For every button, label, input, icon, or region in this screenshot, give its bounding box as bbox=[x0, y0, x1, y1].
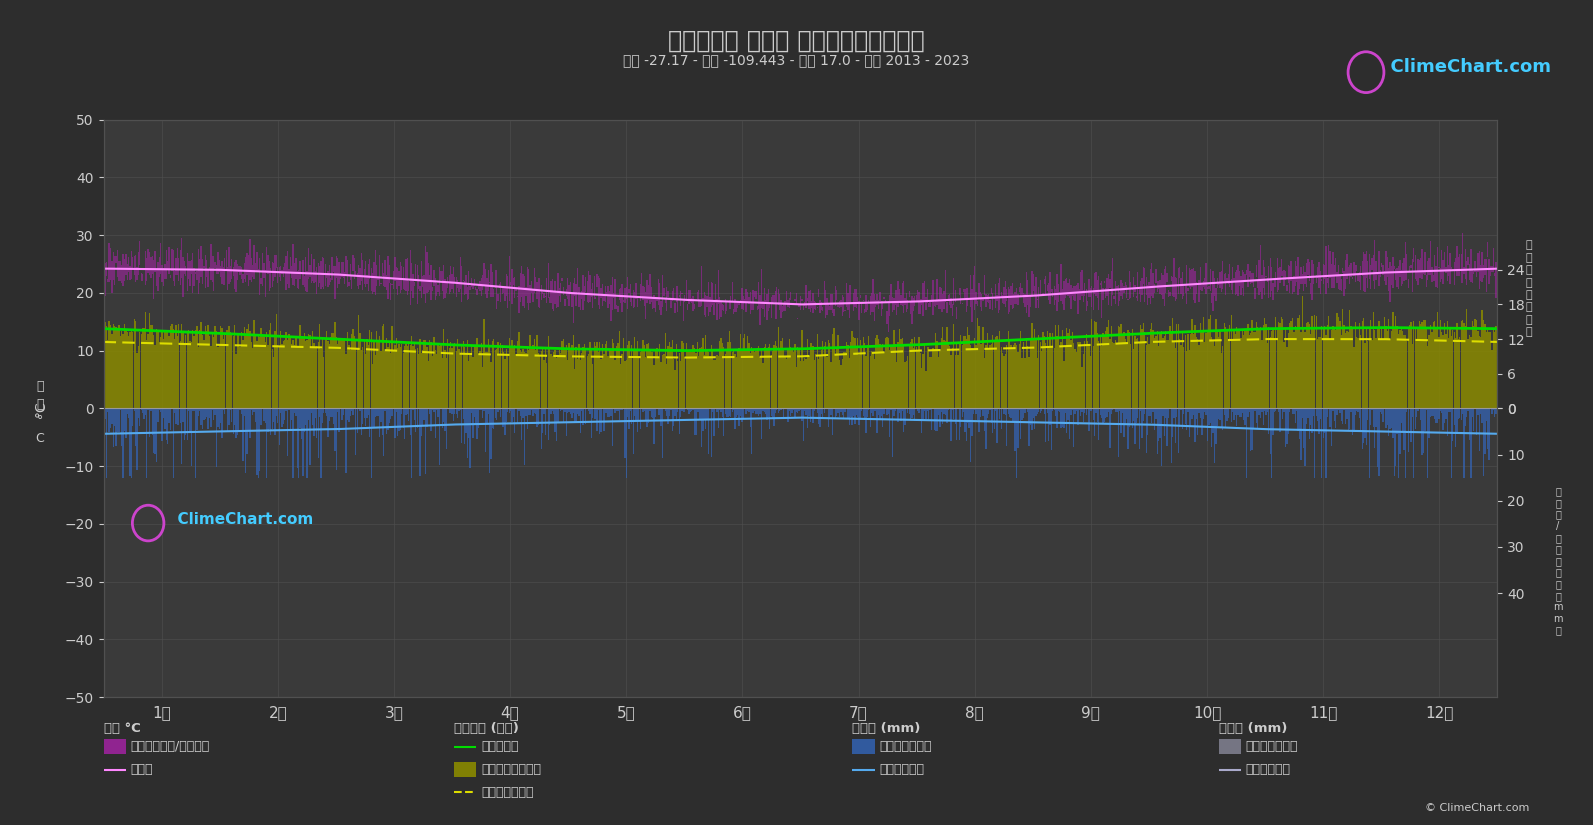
Text: 降雨量 (mm): 降雨量 (mm) bbox=[852, 722, 921, 735]
Text: 月平均: 月平均 bbox=[131, 763, 153, 776]
Text: 日照時間 (時間): 日照時間 (時間) bbox=[454, 722, 519, 735]
Text: © ClimeChart.com: © ClimeChart.com bbox=[1424, 803, 1529, 813]
Text: 月平均日照時間: 月平均日照時間 bbox=[481, 785, 534, 799]
Text: 日ごとの降雨量: 日ごとの降雨量 bbox=[879, 740, 932, 753]
Text: °C: °C bbox=[33, 400, 48, 417]
Text: 日ごとの降雪量: 日ごとの降雪量 bbox=[1246, 740, 1298, 753]
Text: 気
温
°
C: 気 温 ° C bbox=[35, 380, 45, 445]
Text: 気温 °C: 気温 °C bbox=[104, 722, 140, 735]
Text: 気候グラフ ハンガ ロア、イースター島: 気候グラフ ハンガ ロア、イースター島 bbox=[667, 29, 926, 53]
Text: 日中の時間: 日中の時間 bbox=[481, 740, 519, 753]
Text: 降雪量 (mm): 降雪量 (mm) bbox=[1219, 722, 1287, 735]
Text: 緯度 -27.17 - 経度 -109.443 - 標高 17.0 - 期間 2013 - 2023: 緯度 -27.17 - 経度 -109.443 - 標高 17.0 - 期間 2… bbox=[623, 54, 970, 68]
Text: 日ごとの最小/最大範囲: 日ごとの最小/最大範囲 bbox=[131, 740, 210, 753]
Text: 日ごとの日照時間: 日ごとの日照時間 bbox=[481, 763, 542, 776]
Text: 降
雪
量
/
最
大
降
雪
量
（
m
m
）: 降 雪 量 / 最 大 降 雪 量 （ m m ） bbox=[1553, 487, 1563, 635]
Text: 月平均降雨量: 月平均降雨量 bbox=[879, 763, 924, 776]
Text: ClimeChart.com: ClimeChart.com bbox=[167, 512, 314, 526]
Text: 日
照
時
間
（
時
間
）: 日 照 時 間 （ 時 間 ） bbox=[1526, 240, 1532, 337]
Text: 月平均降雪量: 月平均降雪量 bbox=[1246, 763, 1290, 776]
Text: ClimeChart.com: ClimeChart.com bbox=[1378, 58, 1552, 76]
